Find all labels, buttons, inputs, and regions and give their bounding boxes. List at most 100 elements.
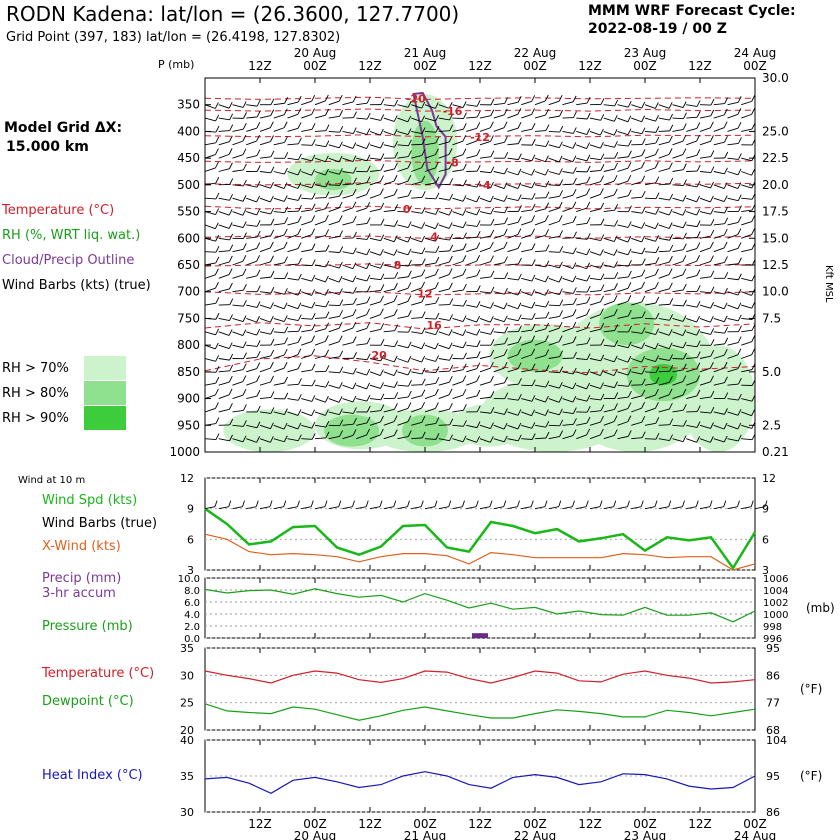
- wind-barb-flag: [338, 155, 343, 163]
- date-label-bottom: 20 Aug: [294, 829, 337, 840]
- wind-barb-flag: [737, 194, 742, 201]
- wind-barb: [411, 344, 422, 350]
- wind-barb: [356, 302, 368, 306]
- surface-wind-barb-flag: [737, 500, 740, 507]
- wind-barb-flag: [448, 402, 453, 410]
- wind-barb: [314, 291, 326, 296]
- wind-barb: [658, 424, 670, 426]
- wind-barb: [727, 234, 739, 239]
- wind-barb: [576, 102, 588, 106]
- wind-barb-flag: [710, 328, 715, 335]
- legend-wind-speed: Wind Spd (kts): [42, 493, 138, 508]
- wind-barb: [314, 437, 327, 440]
- wind-barb-flag: [243, 404, 247, 411]
- wind-barb-flag: [462, 163, 467, 170]
- wind-barb: [507, 234, 518, 239]
- wind-barb-flag: [339, 419, 344, 426]
- wind-barb: [562, 101, 574, 106]
- wind-barb: [686, 260, 697, 266]
- wind-barb-flag: [380, 295, 384, 302]
- wind-barb: [452, 424, 464, 427]
- wind-barb-flag: [380, 338, 385, 346]
- wind-barb-flag: [599, 428, 604, 436]
- surface-wind-barb: [672, 506, 683, 510]
- wind-barb-flag: [448, 282, 453, 290]
- wind-barb-flag: [311, 301, 316, 309]
- wind-barb-flag: [710, 422, 714, 429]
- wind-barb-flag: [544, 214, 549, 222]
- wind-barb-flag: [284, 206, 289, 213]
- wind-barb: [301, 249, 313, 253]
- wind-barb-flag: [517, 434, 522, 442]
- wind-barb: [754, 144, 755, 146]
- wind-barb-flag: [366, 416, 371, 424]
- wind-barb-flag: [531, 313, 536, 320]
- wind-barb: [562, 303, 574, 306]
- wind-barb: [466, 381, 477, 386]
- wind-barb-flag: [517, 362, 522, 369]
- wind-barb-flag: [709, 195, 714, 203]
- wind-barb-flag: [655, 148, 659, 155]
- wind-barb-flag: [311, 215, 316, 222]
- wind-barb: [741, 277, 753, 282]
- wind-barb-flag: [490, 229, 495, 237]
- wind-barb-flag: [407, 235, 412, 243]
- wind-barb-flag: [531, 348, 536, 356]
- wind-barb-flag: [476, 436, 481, 443]
- wind-barb-flag: [668, 388, 673, 396]
- wind-barb: [741, 424, 752, 429]
- wind-barb-flag: [627, 356, 632, 363]
- wind-barb-flag: [366, 274, 371, 282]
- wind-barb-flag: [366, 382, 371, 390]
- wind-barb: [328, 115, 340, 119]
- wind-barb-flag: [339, 430, 343, 437]
- wind-barb: [631, 167, 642, 172]
- wind-barb-flag: [352, 201, 357, 209]
- heat-index-line: [204, 771, 756, 794]
- wind-barb-flag: [490, 109, 495, 116]
- wind-barb-flag: [613, 188, 618, 196]
- wind-barb: [301, 354, 312, 359]
- wind-barb: [466, 236, 478, 239]
- wind-barb: [576, 222, 588, 226]
- surface-wind-barb: [589, 506, 601, 510]
- wind-barb-flag: [256, 340, 261, 347]
- wind-barb-flag: [393, 235, 398, 242]
- surface-wind-barb-flag: [654, 500, 658, 507]
- wind-barb: [617, 251, 629, 256]
- wind-barb: [507, 221, 519, 226]
- wind-barb: [534, 317, 547, 319]
- legend-rh80-label: RH > 80%: [2, 386, 69, 401]
- wind-barb-flag: [380, 175, 384, 182]
- wind-barb-flag: [545, 380, 550, 388]
- wind-barb: [479, 318, 491, 323]
- wind-barb: [287, 171, 299, 176]
- wind-barb: [686, 184, 698, 188]
- wind-barb: [369, 194, 381, 199]
- wind-barb: [314, 304, 326, 308]
- wind-barb-flag: [311, 181, 316, 189]
- wind-barb-flag: [737, 314, 742, 322]
- wind-barb: [562, 411, 574, 415]
- wind-barb-flag: [297, 422, 302, 430]
- wind-barb-flag: [421, 389, 426, 396]
- wind-barb: [328, 184, 340, 186]
- wind-barb: [328, 277, 340, 283]
- legend-rh90-swatch: [84, 406, 126, 430]
- wind-barb: [562, 194, 574, 199]
- wind-barb-flag: [242, 163, 247, 171]
- wind-barb-flag: [627, 221, 632, 228]
- wind-barb: [699, 304, 711, 309]
- wind-barb: [466, 140, 477, 146]
- wind-barb-flag: [724, 376, 728, 383]
- wind-barb: [493, 291, 505, 295]
- wind-barb-flag: [737, 168, 742, 175]
- wind-barb: [383, 209, 395, 213]
- time-label-top: 12Z: [578, 59, 602, 73]
- wind-barb-flag: [476, 110, 481, 118]
- wind-barb: [342, 157, 354, 163]
- wind-barb: [328, 327, 340, 333]
- wind-barb: [521, 341, 532, 346]
- wind-barb: [218, 408, 230, 413]
